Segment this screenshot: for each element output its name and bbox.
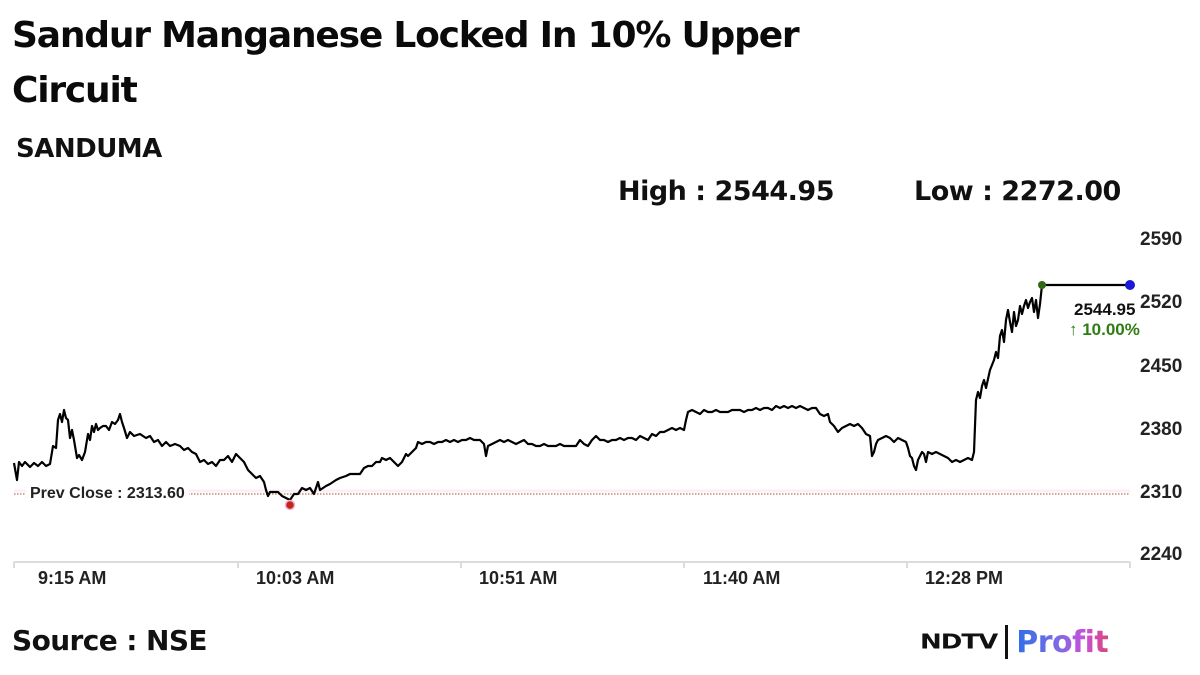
x-axis <box>13 561 1131 568</box>
ticker-symbol: SANDUMA <box>16 134 162 164</box>
y-tick: 2310 <box>1140 482 1183 503</box>
limit-hit-marker <box>1038 281 1046 289</box>
percent-change-label: ↑ 10.00% <box>1069 320 1140 339</box>
y-tick: 2450 <box>1140 356 1183 377</box>
ndtv-profit-logo: NDTV Profit <box>920 622 1109 662</box>
price-line <box>12 283 1130 502</box>
day-high: High : 2544.95 <box>618 176 834 207</box>
y-tick: 2590 <box>1140 229 1183 250</box>
last-price-label: 2544.95 <box>1074 300 1136 319</box>
current-price-marker <box>1125 280 1135 290</box>
x-tick: 11:40 AM <box>703 568 781 588</box>
source-label: Source : NSE <box>12 624 208 657</box>
logo-ndtv: NDTV <box>920 630 998 654</box>
x-tick: 12:28 PM <box>925 568 1004 588</box>
logo-divider <box>1005 625 1009 659</box>
page-title: Sandur Manganese Locked In 10% Upper Cir… <box>12 15 800 111</box>
logo-profit: Profit <box>1016 624 1109 660</box>
x-tick: 10:03 AM <box>256 568 335 588</box>
day-low: Low : 2272.00 <box>914 176 1121 207</box>
y-tick: 2380 <box>1140 419 1183 440</box>
y-tick: 2240 <box>1140 544 1183 565</box>
prev-close-label: Prev Close : 2313.60 <box>26 485 189 503</box>
x-tick: 10:51 AM <box>479 568 558 588</box>
y-tick: 2520 <box>1140 292 1183 313</box>
day-low-marker <box>284 499 296 511</box>
x-tick: 9:15 AM <box>38 568 107 588</box>
